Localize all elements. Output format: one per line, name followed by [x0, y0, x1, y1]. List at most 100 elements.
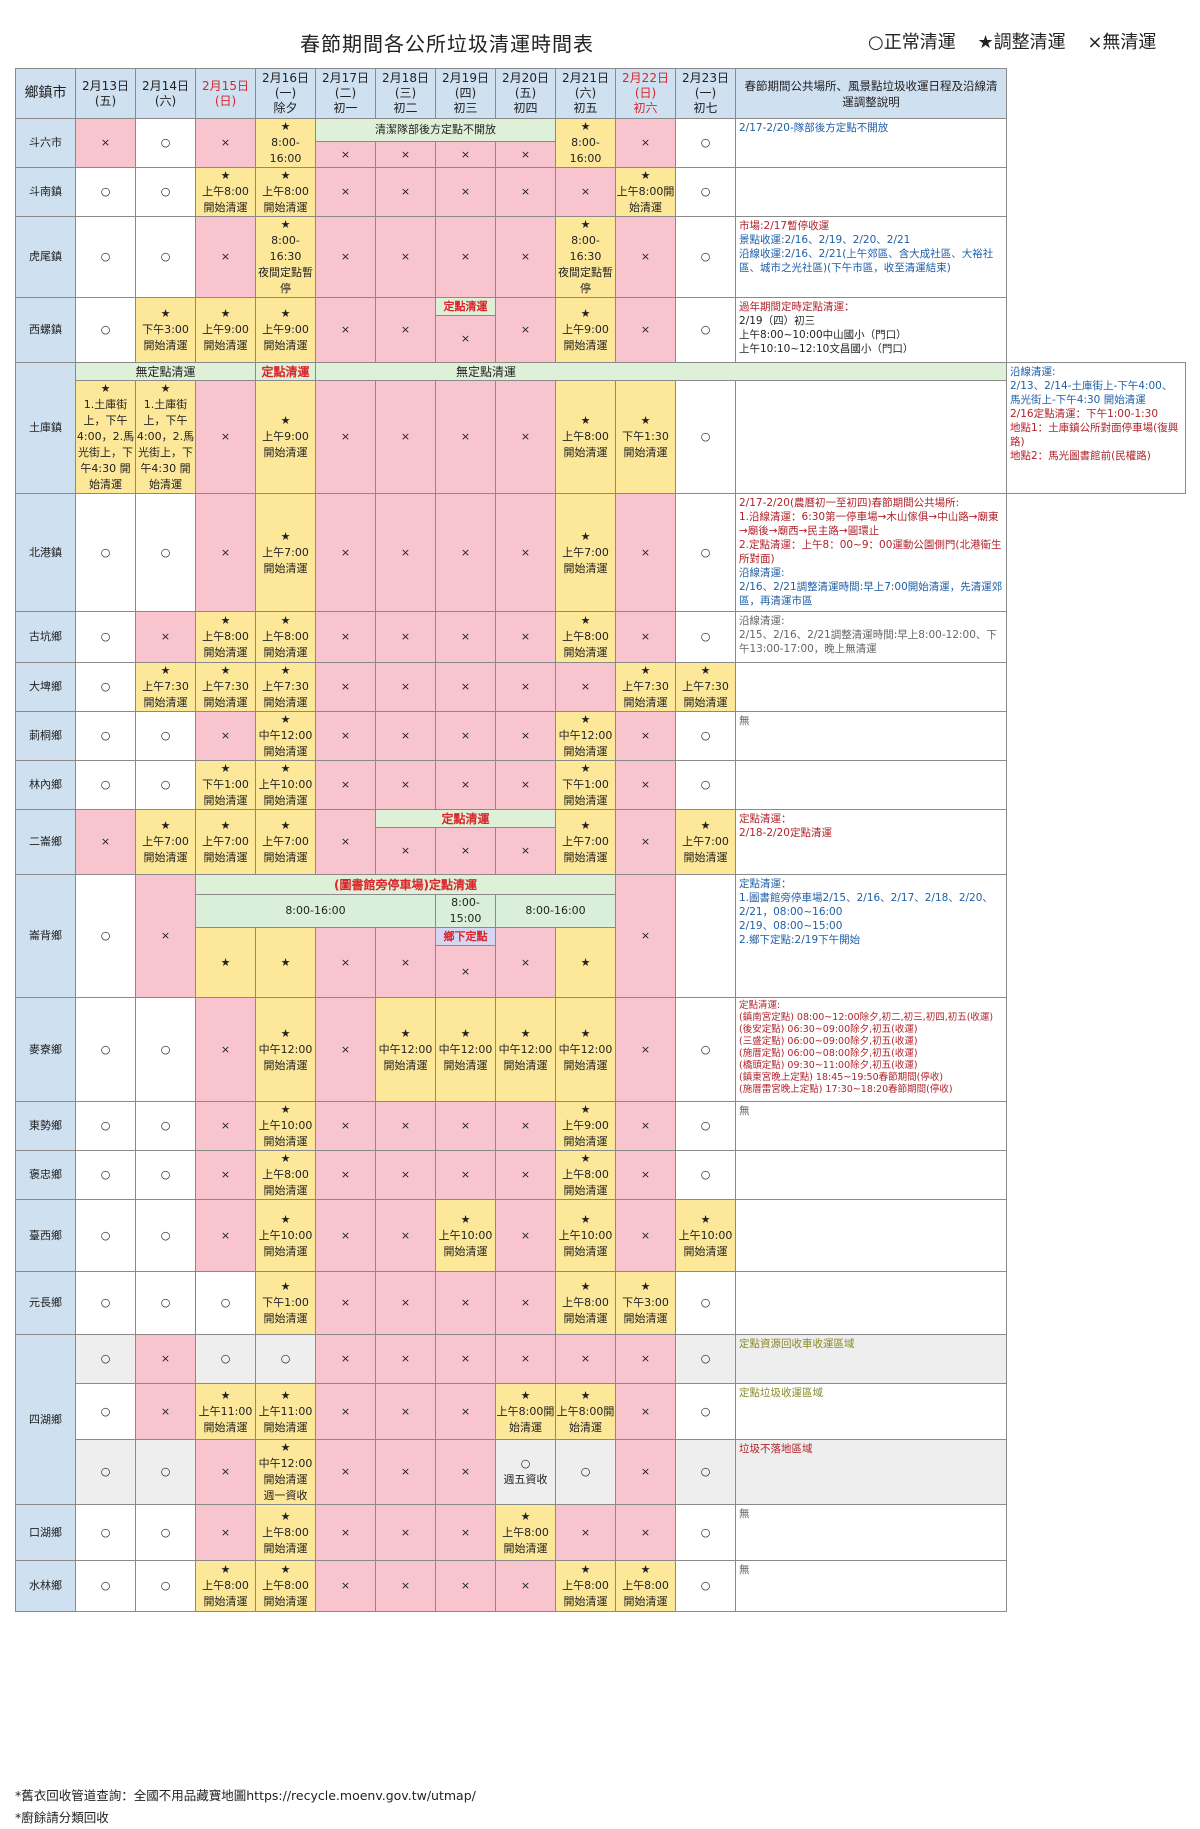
header-date: 2月20日 (五) 初四: [495, 68, 556, 119]
table-row: 林內鄉 ○ ○ ★ 下午1:00 開始清運 ★ 上午10:00 開始清運 × × × ×…: [15, 760, 1186, 810]
cell-none: ×: [195, 1199, 256, 1272]
cell-none: ×: [495, 927, 556, 998]
cell-none: ×: [435, 1271, 496, 1335]
band-label: (圖書館旁停車場)定點清運: [195, 874, 616, 895]
town-name: 土庫鎮: [15, 362, 76, 494]
cell-none: ×: [195, 1150, 256, 1200]
cell-adjust: ★ 中午12:00 開始清運: [555, 711, 616, 761]
note-cell: 定點垃圾收運區域: [735, 1383, 1007, 1440]
cell-none: ×: [315, 809, 376, 875]
cell-none: ×: [615, 1334, 676, 1384]
town-name: 古坑鄉: [15, 611, 76, 663]
cell-none: ×: [495, 216, 556, 298]
town-name: 北港鎮: [15, 493, 76, 612]
cell-normal: ○: [675, 1101, 736, 1151]
header-row: 鄉鎮市 2月13日 (五) 2月14日 (六) 2月15日 (日) 2月16日 (一) 除…: [15, 68, 1186, 119]
header-date: 2月16日 (一) 除夕: [255, 68, 316, 119]
cell-none: ×: [315, 1439, 376, 1505]
cell-none: ×: [315, 711, 376, 761]
cell-normal: ○: [135, 1271, 196, 1335]
cell-none: ×: [435, 611, 496, 663]
footer: *舊衣回收管道查詢：全國不用品藏寶地圖https://recycle.moenv…: [15, 1785, 476, 1829]
cell-normal: ○: [135, 1560, 196, 1612]
band-time: 8:00-15:00: [435, 894, 496, 928]
table-row: 西螺鎮 ○ ★ 下午3:00 開始清運 ★ 上午9:00 開始清運 ★ 上午9:00 開始清…: [15, 297, 1186, 363]
cell-adjust: ★ 上午7:00 開始清運: [195, 809, 256, 875]
note-cell: [735, 167, 1007, 217]
note-cell: 定點資源回收車收運區域: [735, 1334, 1007, 1384]
cell-none: ×: [195, 118, 256, 168]
table-row: 土庫鎮 無定點清運 定點清運 無定點清運 沿線清運: 2/13、2/14-土庫街…: [15, 362, 1186, 494]
cell-adjust: ★上午8:00開始清運: [615, 167, 676, 217]
note-cell: 沿線清運: 2/15、2/16、2/21調整清運時間:早上8:00-12:00、…: [735, 611, 1007, 663]
cell-none: ×: [495, 1271, 556, 1335]
cell-none: ×: [135, 874, 196, 998]
cell-normal: ○: [75, 297, 136, 363]
cell-normal: ○: [195, 1271, 256, 1335]
cell-adjust: ★: [255, 927, 316, 998]
cell-none: ×: [375, 1439, 436, 1505]
cell-none: ×: [495, 827, 556, 875]
cell-none: ×: [75, 118, 136, 168]
cell-none: ×: [375, 1199, 436, 1272]
note-cell: 無: [735, 711, 1007, 761]
band-label: 無定點清運: [315, 362, 1007, 381]
cell-none: ×: [195, 997, 256, 1102]
cell-adjust: ★ 8:00-16:30 夜間定點暫停: [555, 216, 616, 298]
cell-adjust: ★ 上午9:00 開始清運: [255, 297, 316, 363]
cell-normal: ○: [75, 1334, 136, 1384]
cell-none: ×: [315, 1101, 376, 1151]
note-cell: 定點清運: (鎮南宮定點) 08:00~12:00除夕,初二,初三,初四,初五(…: [735, 997, 1007, 1102]
cell-normal: ○: [75, 711, 136, 761]
band-label: 定點清運: [435, 297, 496, 316]
cell-adjust: ★ 上午9:00 開始清運: [195, 297, 256, 363]
cell-none: ×: [435, 167, 496, 217]
cell-none: ×: [315, 216, 376, 298]
table-row: 大埤鄉 ○ ★ 上午7:30 開始清運 ★ 上午7:30 開始清運 ★ 上午7:30 開始清…: [15, 662, 1186, 712]
cell-none: ×: [435, 711, 496, 761]
cell-normal: ○: [75, 760, 136, 810]
note-cell: 垃圾不落地區域: [735, 1439, 1007, 1505]
cell-adjust: ★ 上午10:00 開始清運: [255, 760, 316, 810]
band-time: 8:00-16:00: [195, 894, 436, 928]
cell-normal: ○: [675, 611, 736, 663]
cell-none: ×: [435, 1383, 496, 1440]
cell-adjust: ★ 上午11:00 開始清運: [255, 1383, 316, 1440]
cell-normal: ○: [75, 874, 136, 998]
cell-adjust: ★ 下午1:30 開始清運: [615, 380, 676, 494]
cell-adjust: ★ 中午12:00 開始清運: [435, 997, 496, 1102]
header-date: 2月13日 (五): [75, 68, 136, 119]
town-name: 二崙鄉: [15, 809, 76, 875]
cell-adjust: ★ 上午7:30 開始清運: [255, 662, 316, 712]
note-cell: 定點清運： 1.圖書館旁停車場2/15、2/16、2/17、2/18、2/20、…: [735, 874, 1007, 998]
town-name: 林內鄉: [15, 760, 76, 810]
cell-none: ×: [615, 611, 676, 663]
cell-none: ×: [375, 927, 436, 998]
header-date: 2月22日 (日) 初六: [615, 68, 676, 119]
cell-none: ×: [315, 380, 376, 494]
cell-none: ×: [615, 874, 676, 998]
cell-adjust: ★ 中午12:00 開始清運: [255, 997, 316, 1102]
cell-normal: ○: [675, 297, 736, 363]
schedule-table: 鄉鎮市 2月13日 (五) 2月14日 (六) 2月15日 (日) 2月16日 (一) 除…: [15, 68, 1186, 1612]
cell-none: ×: [495, 1334, 556, 1384]
cell-none: ×: [615, 997, 676, 1102]
cell-normal: ○: [675, 118, 736, 168]
cell-none: ×: [435, 1439, 496, 1505]
table-row: ×: [16, 945, 1186, 998]
cell-none: ×: [315, 760, 376, 810]
cell-none: ×: [315, 141, 376, 168]
cell-adjust: ★ 上午7:30 開始清運: [195, 662, 256, 712]
town-name: 東勢鄉: [15, 1101, 76, 1151]
table-row: 元長鄉 ○ ○ ○ ★ 下午1:00 開始清運 × × × × ★ 上午8:00 開始清…: [15, 1271, 1186, 1335]
cell-normal: ○ 週五資收: [495, 1439, 556, 1505]
cell-normal: ○: [75, 1560, 136, 1612]
cell-adjust: ★ 上午9:00 開始清運: [555, 297, 616, 363]
cell-adjust: ★ 上午7:30 開始清運: [135, 662, 196, 712]
band-label: 清潔隊部後方定點不開放: [315, 117, 556, 143]
cell-adjust: ★ 上午10:00 開始清運: [555, 1199, 616, 1272]
